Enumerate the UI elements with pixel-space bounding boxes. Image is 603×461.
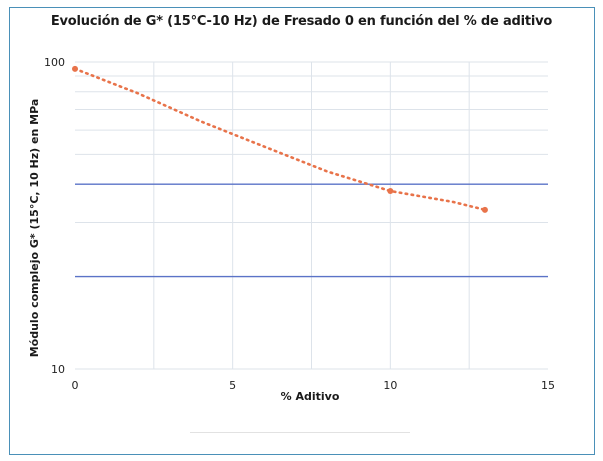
x-tick-label: 5 (229, 379, 236, 392)
y-tick-label: 10 (51, 363, 65, 376)
x-tick-label: 15 (541, 379, 555, 392)
chart-title: Evolución de G* (15°C-10 Hz) de Fresado … (50, 14, 553, 29)
data-point (387, 188, 394, 195)
y-axis-label: Módulo complejo G* (15°C, 10 Hz) en MPa (28, 99, 41, 358)
data-point (72, 65, 78, 72)
data-point (481, 206, 488, 213)
chart-frame (9, 7, 595, 455)
x-axis-label: % Aditivo (281, 390, 340, 403)
trendline (73, 67, 487, 212)
x-tick-label: 10 (383, 379, 397, 392)
y-tick-label: 100 (44, 56, 65, 69)
grid (75, 61, 548, 370)
x-tick-label: 0 (72, 379, 79, 392)
data-points (72, 65, 488, 213)
trendline-group (73, 67, 487, 212)
tick-labels: 0 5 10 15 100 10 (44, 56, 555, 392)
divider (190, 432, 410, 433)
reference-lines (75, 183, 548, 278)
